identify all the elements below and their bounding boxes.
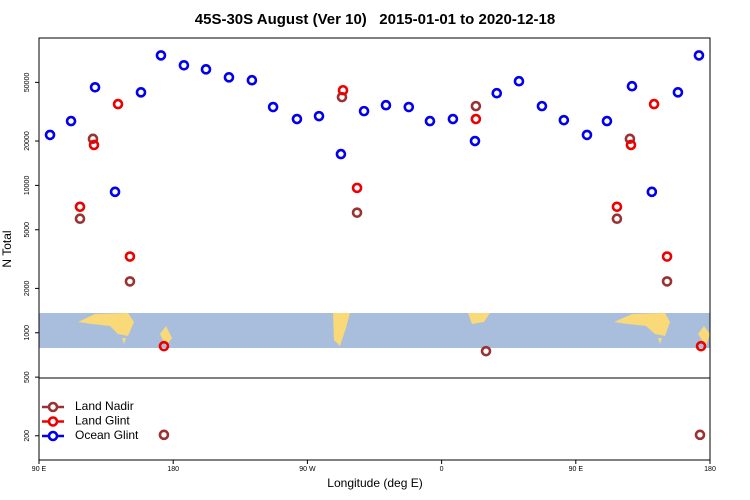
point [135,87,147,98]
legend-marker [47,430,59,442]
point [88,139,100,151]
point [155,50,167,61]
point [611,213,623,225]
point [695,340,707,352]
point [403,101,415,113]
y-tick-label: 50000 [24,73,31,93]
point [672,87,684,98]
land [614,313,670,336]
land [658,338,662,344]
point [480,345,492,357]
point [291,113,303,125]
point [424,115,436,127]
point [74,201,86,213]
point [358,105,370,117]
point [470,100,482,112]
point [646,186,658,198]
point [200,64,212,75]
x-tick-label: 0 [440,466,444,473]
point [491,87,503,99]
y-tick-label: 2000 [24,281,31,297]
point [158,429,170,441]
y-tick-label: 5000 [24,222,31,238]
x-tick-label: 90 E [32,466,47,473]
point [581,129,593,141]
point [624,133,636,145]
point [89,81,101,93]
point [611,201,623,213]
legend-label: Ocean Glint [75,428,139,442]
point [536,100,548,112]
x-tick-label: 180 [704,466,716,473]
y-tick-label: 200 [24,430,31,442]
point [87,133,99,145]
point [112,98,124,110]
point [124,251,136,262]
point [469,135,481,147]
y-axis-label: N Total [0,230,14,267]
point [693,50,705,61]
land [122,338,126,344]
x-axis-label: Longitude (deg E) [327,476,422,490]
point [44,129,56,141]
point [661,276,673,287]
point [648,98,660,110]
point [313,110,325,122]
y-tick-label: 10000 [24,176,31,196]
land [698,326,710,346]
point [601,115,613,127]
point [158,340,170,352]
ocean-band [39,313,710,348]
land [160,326,172,346]
plot-frame [38,37,711,461]
point [513,75,525,87]
legend-marker [47,401,59,413]
y-tick-label: 20000 [24,131,31,151]
legend-label: Land Glint [75,414,130,428]
point [351,207,363,218]
x-tick-label: 90 W [299,466,316,473]
land [78,313,134,336]
point [335,148,347,160]
point [267,101,279,113]
point [470,113,482,125]
land [468,313,490,324]
point [625,139,637,151]
point [447,113,459,125]
legend-marker [47,416,59,427]
chart-title: 45S-30S August (Ver 10) 2015-01-01 to 20… [195,11,555,28]
point [246,74,258,86]
point [65,115,77,127]
legend-label: Land Nadir [75,399,134,413]
x-tick-label: 90 E [569,466,584,473]
point [626,80,638,92]
point [661,251,673,262]
y-tick-label: 500 [24,371,31,383]
point [380,99,392,111]
point [558,114,570,126]
point [351,182,363,194]
point [74,213,86,225]
point [337,84,349,96]
point [178,59,190,71]
map-band [39,313,710,348]
land [333,313,350,346]
point [109,186,121,198]
point [223,72,235,83]
y-tick-label: 1000 [24,325,31,341]
point [694,429,706,441]
point [124,276,136,287]
x-tick-label: 180 [167,466,179,473]
